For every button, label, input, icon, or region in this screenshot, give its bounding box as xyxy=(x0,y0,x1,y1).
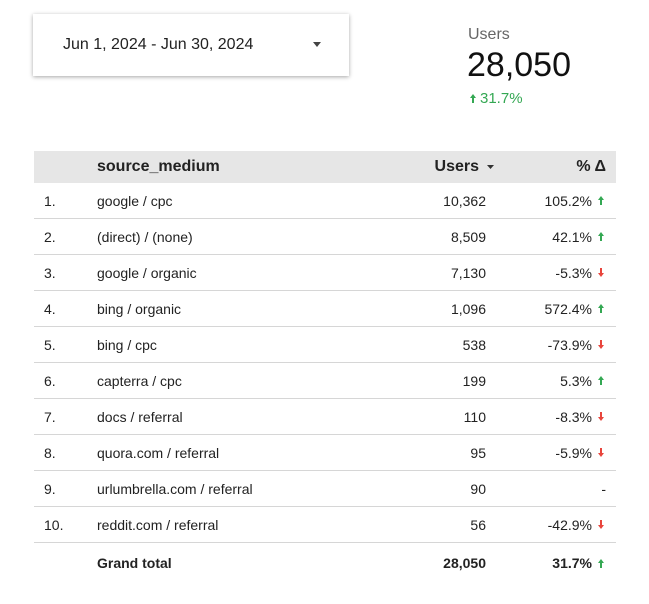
rank: 1. xyxy=(44,192,56,209)
date-range-label: Jun 1, 2024 - Jun 30, 2024 xyxy=(63,36,254,53)
table-row: 10. reddit.com / referral 56 -42.9% xyxy=(34,507,616,543)
table-row: 6. capterra / cpc 199 5.3% xyxy=(34,363,616,399)
trend-icon xyxy=(598,507,604,542)
header-cell: % Δ xyxy=(576,158,606,175)
trend-icon xyxy=(598,399,604,434)
scorecard-change: 31.7% xyxy=(470,90,523,107)
table-row: 8. quora.com / referral 95 -5.9% xyxy=(34,435,616,471)
rank: 9. xyxy=(44,480,56,497)
users: 10,362 xyxy=(443,192,486,209)
source-medium: bing / cpc xyxy=(97,336,157,353)
rank: 7. xyxy=(44,408,56,425)
table-row: 7. docs / referral 110 -8.3% xyxy=(34,399,616,435)
trend-arrow xyxy=(598,558,604,568)
change: 31.7% xyxy=(552,555,592,571)
users: 110 xyxy=(463,408,486,425)
trend-arrow xyxy=(598,448,604,457)
table-header: source_medium Users % Δ xyxy=(34,151,616,183)
rank: 5. xyxy=(44,336,56,353)
rank: 2. xyxy=(44,228,56,245)
change: - xyxy=(601,480,606,497)
trend-icon xyxy=(598,219,604,254)
change: -42.9% xyxy=(547,516,592,533)
header-label: Users xyxy=(434,158,479,175)
users: 199 xyxy=(462,372,486,389)
users: 95 xyxy=(470,444,486,461)
trend-arrow xyxy=(598,376,604,385)
total-label: Grand total xyxy=(97,555,172,571)
source-medium: google / organic xyxy=(97,264,197,281)
trend-icon xyxy=(598,435,604,470)
table-row: 4. bing / organic 1,096 572.4% xyxy=(34,291,616,327)
source-medium: (direct) / (none) xyxy=(97,228,193,245)
table-row: 5. bing / cpc 538 -73.9% xyxy=(34,327,616,363)
users: 7,130 xyxy=(450,264,486,281)
trend-icon xyxy=(598,255,604,290)
total-row: Grand total 28,050 31.7% xyxy=(34,543,616,583)
users: 538 xyxy=(462,336,486,353)
scorecard-label: Users xyxy=(468,26,510,43)
trend-arrow xyxy=(598,268,604,277)
change: 5.3% xyxy=(560,372,592,389)
source-medium: google / cpc xyxy=(97,192,173,209)
table-row: 3. google / organic 7,130 -5.3% xyxy=(34,255,616,291)
header-cell[interactable]: Users xyxy=(435,151,494,183)
source-medium: docs / referral xyxy=(97,408,183,425)
trend-arrow xyxy=(598,412,604,421)
source-medium: urlumbrella.com / referral xyxy=(97,480,253,497)
change: 572.4% xyxy=(544,300,592,317)
date-range-picker[interactable]: Jun 1, 2024 - Jun 30, 2024 xyxy=(33,14,349,76)
trend-arrow xyxy=(598,232,604,241)
table-row: 9. urlumbrella.com / referral 90 - xyxy=(34,471,616,507)
trend-icon xyxy=(598,327,604,362)
trend-icon xyxy=(598,363,604,398)
data-table: source_medium Users % Δ 1. google / cpc 10,36… xyxy=(34,151,616,583)
trend-arrow xyxy=(598,304,604,313)
trend-icon xyxy=(598,183,604,218)
users: 56 xyxy=(470,516,486,533)
users: 28,050 xyxy=(443,555,486,571)
table-row: 1. google / cpc 10,362 105.2% xyxy=(34,183,616,219)
change: -73.9% xyxy=(547,336,592,353)
table-row: 2. (direct) / (none) 8,509 42.1% xyxy=(34,219,616,255)
source-medium: capterra / cpc xyxy=(97,372,182,389)
trend-arrow xyxy=(598,196,604,205)
rank: 4. xyxy=(44,300,56,317)
change: 105.2% xyxy=(544,192,592,209)
rank: 6. xyxy=(44,372,56,389)
trend-icon xyxy=(598,543,604,583)
source-medium: bing / organic xyxy=(97,300,182,317)
users: 1,096 xyxy=(450,300,486,317)
scorecard-value: 28,050 xyxy=(467,46,571,84)
header-cell: source_medium xyxy=(97,158,220,175)
trend-arrow xyxy=(470,94,476,103)
users: 90 xyxy=(470,480,486,497)
trend-icon xyxy=(598,291,604,326)
change: 42.1% xyxy=(552,228,592,245)
change: -5.9% xyxy=(555,444,592,461)
rank: 8. xyxy=(44,444,56,461)
change: -8.3% xyxy=(555,408,592,425)
change: -5.3% xyxy=(555,264,592,281)
trend-arrow xyxy=(598,340,604,349)
trend-arrow xyxy=(598,520,604,529)
sort-indicator xyxy=(487,165,494,169)
rank: 10. xyxy=(44,516,64,533)
source-medium: quora.com / referral xyxy=(97,444,220,461)
users: 8,509 xyxy=(450,228,486,245)
scorecard-change-value: 31.7% xyxy=(480,90,523,107)
rank: 3. xyxy=(44,264,56,281)
dropdown-caret xyxy=(313,42,321,47)
source-medium: reddit.com / referral xyxy=(97,516,219,533)
